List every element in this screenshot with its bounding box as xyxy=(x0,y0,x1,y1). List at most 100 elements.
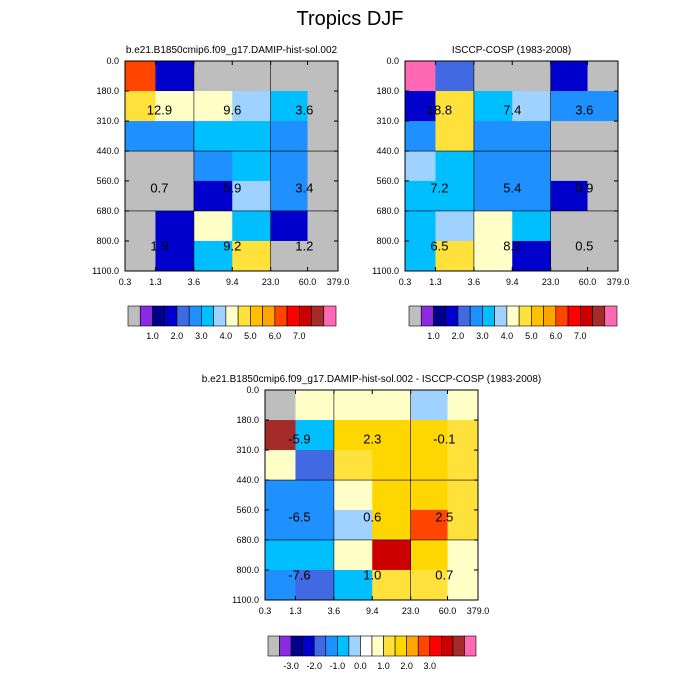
colorbar-swatch xyxy=(429,635,442,657)
colorbar-swatch xyxy=(579,305,593,327)
colorbar-swatch xyxy=(567,305,581,327)
heatmap-cell xyxy=(333,539,373,571)
heatmap-cell xyxy=(295,420,335,451)
heatmap-cell xyxy=(410,539,449,571)
heatmap-cell xyxy=(550,180,589,212)
heatmap-cell xyxy=(295,390,335,421)
colorbar-swatch xyxy=(213,305,227,327)
heatmap-cell xyxy=(155,151,195,182)
x-tick-label: 23.0 xyxy=(402,606,420,616)
x-tick-label: 60.0 xyxy=(299,277,317,287)
heatmap-cell xyxy=(410,420,449,451)
y-tick-label: 1100.0 xyxy=(232,595,259,605)
y-tick-label: 310.0 xyxy=(96,116,119,126)
plot-frame xyxy=(404,60,619,272)
heatmap-cell xyxy=(405,240,436,272)
colorbar-label: 3.0 xyxy=(424,661,437,671)
block-value-label: 9.2 xyxy=(223,238,241,253)
colorbar-swatch xyxy=(604,305,618,327)
block-value-label: 1.2 xyxy=(295,238,313,253)
figure-title: Tropics DJF xyxy=(296,8,404,30)
colorbar-swatch xyxy=(360,635,373,657)
heatmap-cell xyxy=(372,539,412,571)
heatmap-cell xyxy=(550,61,589,92)
heatmap-cell xyxy=(587,180,619,212)
heatmap-cell xyxy=(232,151,272,182)
heatmap-cell xyxy=(435,91,475,122)
colorbar-label: 3.0 xyxy=(476,331,489,341)
colorbar-swatch xyxy=(152,305,166,327)
colorbar-swatch xyxy=(302,635,315,657)
heatmap-cell xyxy=(410,509,449,541)
heatmap-cell xyxy=(473,61,513,92)
heatmap-cell xyxy=(473,151,513,182)
colorbar: 1.0 2.0 3.0 4.0 5.0 6.0 7.0 xyxy=(127,305,337,341)
colorbar-swatch xyxy=(464,635,477,657)
heatmap-cell xyxy=(155,121,195,152)
colorbar-swatch xyxy=(267,635,280,657)
colorbar-swatch xyxy=(274,305,288,327)
heatmap-cell xyxy=(333,420,373,451)
heatmap-cell xyxy=(155,210,195,242)
x-tick-label: 9.4 xyxy=(226,277,239,287)
x-tick-label: 60.0 xyxy=(579,277,597,287)
heatmap-cell xyxy=(512,61,552,92)
colorbar-swatch xyxy=(201,305,214,327)
heatmap-cell xyxy=(410,390,449,421)
colorbar-swatch xyxy=(176,305,190,327)
heatmap-cell xyxy=(307,121,339,152)
panel-title: ISCCP-COSP (1983-2008) xyxy=(452,45,571,56)
plot-frame xyxy=(264,389,479,601)
block-value-label: 5.4 xyxy=(503,180,521,195)
heatmap-cell xyxy=(410,569,449,601)
colorbar-swatch xyxy=(469,305,483,327)
colorbar-label: 3.0 xyxy=(195,331,208,341)
heatmap-cell xyxy=(295,450,335,481)
block-value-label: -7.6 xyxy=(288,567,310,582)
colorbar-swatch xyxy=(139,305,153,327)
x-tick-label: 3.6 xyxy=(328,606,341,616)
heatmap-cell xyxy=(125,121,156,152)
heatmap-cell xyxy=(232,121,272,152)
x-tick-label: 1.3 xyxy=(289,606,302,616)
heatmap-cell xyxy=(372,480,412,511)
colorbar-swatch xyxy=(406,635,419,657)
heatmap-cell xyxy=(125,210,156,242)
heatmap-cell xyxy=(410,450,449,481)
heatmap-cell xyxy=(512,121,552,152)
block-value-label: 8.2 xyxy=(503,238,521,253)
x-tick-label: 379.0 xyxy=(467,606,490,616)
colorbar-label: 7.0 xyxy=(574,331,587,341)
heatmap-cell xyxy=(473,91,513,122)
x-tick-label: 379.0 xyxy=(327,277,350,287)
heatmap-cell xyxy=(270,91,309,122)
y-tick-label: 1100.0 xyxy=(92,266,119,276)
heatmap-cell xyxy=(270,240,309,272)
block-value-label: -0.1 xyxy=(433,431,455,446)
heatmap-cell xyxy=(405,180,436,212)
x-tick-label: 23.0 xyxy=(542,277,560,287)
heatmap-cell xyxy=(265,569,296,601)
heatmap-cell xyxy=(447,569,479,601)
x-tick-label: 23.0 xyxy=(262,277,280,287)
heatmap-cell xyxy=(270,210,309,242)
heatmap-cell xyxy=(265,509,296,541)
heatmap-cell xyxy=(587,151,619,182)
y-tick-label: 310.0 xyxy=(376,116,399,126)
heatmap-cell xyxy=(372,509,412,541)
block-value-label: 1.9 xyxy=(150,238,168,253)
heatmap-cell xyxy=(270,121,309,152)
heatmap-cell xyxy=(405,151,436,182)
colorbar-label: 7.0 xyxy=(293,331,306,341)
colorbar-swatch xyxy=(394,635,407,657)
heatmap-cell xyxy=(333,450,373,481)
y-tick-label: 680.0 xyxy=(96,206,119,216)
colorbar-swatch xyxy=(506,305,520,327)
colorbar-label: 6.0 xyxy=(269,331,282,341)
colorbar-swatch xyxy=(290,635,303,657)
block-value-label: 9.6 xyxy=(223,102,241,117)
heatmap-cell xyxy=(265,480,296,511)
block-value-label: 0.6 xyxy=(363,509,381,524)
y-tick-label: 0.0 xyxy=(246,385,259,395)
colorbar-swatch xyxy=(286,305,300,327)
